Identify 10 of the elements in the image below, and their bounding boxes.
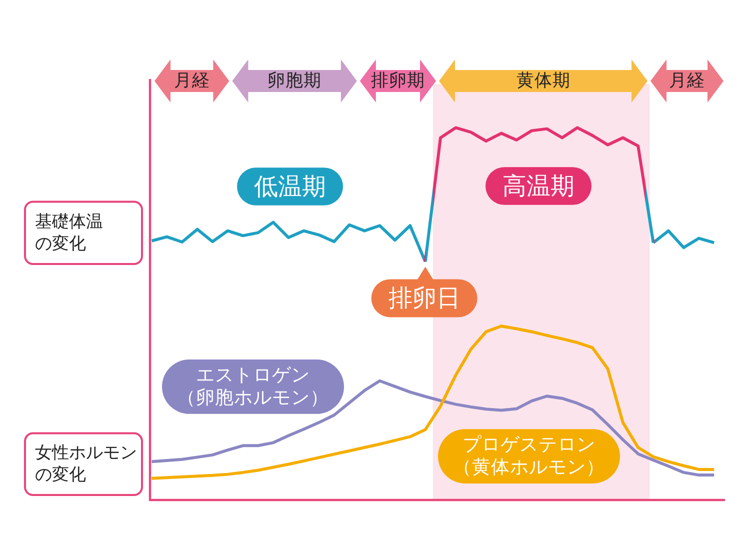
series-label: プロゲステロン（黄体ホルモン）: [453, 434, 605, 478]
category-label: 卵胞期: [268, 71, 322, 91]
category-label: 黄体期: [516, 71, 570, 91]
series-label: 高温期: [502, 172, 574, 200]
category-label: 排卵期: [370, 71, 425, 91]
annotation: 排卵日: [388, 284, 460, 312]
series-label: エストロゲン（卵胞ホルモン）: [177, 365, 329, 408]
category-label: 月経: [174, 71, 210, 91]
category-label: 月経: [669, 71, 705, 91]
series-label: 低温期: [254, 172, 326, 200]
